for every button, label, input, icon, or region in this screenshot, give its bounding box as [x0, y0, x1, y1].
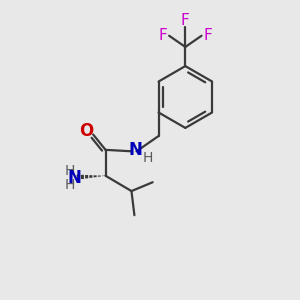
Text: O: O — [80, 122, 94, 140]
Text: F: F — [204, 28, 212, 43]
Text: N: N — [128, 141, 142, 159]
Text: H: H — [64, 178, 75, 193]
Text: F: F — [158, 28, 167, 43]
Text: H: H — [64, 164, 75, 178]
Text: N: N — [68, 169, 82, 187]
Text: H: H — [142, 151, 153, 165]
Text: F: F — [181, 13, 190, 28]
